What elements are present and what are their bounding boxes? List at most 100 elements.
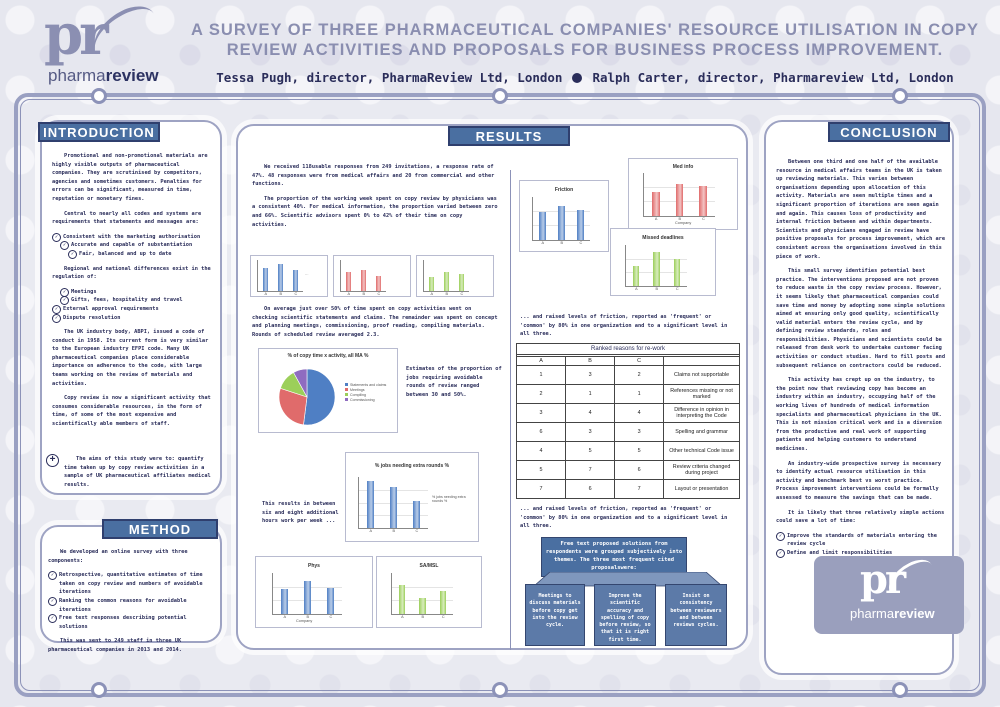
chart-bar	[366, 481, 375, 528]
introduction-heading: INTRODUCTION	[38, 122, 160, 142]
table-cell: Other technical Code issue	[663, 441, 740, 461]
legend-item: Commissioning	[345, 398, 386, 403]
friction-chart: Friction A B C	[519, 180, 609, 252]
list-item: Fair, balanced and up to date	[68, 249, 212, 259]
table-cell: Spelling and grammar	[663, 422, 740, 442]
chart-title: % of copy time x activity, all MA %	[287, 353, 369, 359]
table-cell: 4	[565, 403, 616, 423]
table-cell: 3	[515, 403, 567, 423]
title-line-2: REVIEW ACTIVITIES AND PROPOSALS FOR BUSI…	[226, 41, 944, 59]
legend-swatch	[345, 398, 348, 401]
author-2: Ralph Carter, director, Pharmareview Ltd…	[592, 70, 954, 85]
table-title: Ranked reasons for re-work	[517, 344, 739, 355]
plus-circle-icon: +	[46, 454, 59, 467]
ring-icon	[492, 88, 508, 104]
chart-bar	[699, 186, 707, 216]
chart-bar	[558, 205, 565, 240]
list-item: External approval requirements	[52, 304, 212, 314]
x-tick-label: A	[430, 292, 434, 296]
chart-title: SA/MSL	[419, 563, 439, 569]
conclusion-body: Between one third and one half of the av…	[776, 158, 946, 564]
pharmareview-logo-footer: pr pharmareview	[814, 554, 964, 634]
results-text-block: Estimates of the proportion of jobs requ…	[406, 366, 502, 398]
table-cell: 7	[515, 479, 567, 499]
plot-area: A B C	[391, 573, 453, 619]
chart-bar	[346, 272, 351, 291]
conclusion-heading: CONCLUSION	[828, 122, 950, 142]
table-body: 1 3 2 Claims not supportable 2 1 1 References m…	[515, 365, 740, 499]
chart-bar	[459, 274, 464, 291]
intro-paragraph: Central to nearly all codes and systems …	[52, 210, 202, 226]
x-tick-label: A	[401, 615, 404, 619]
table-row: 4 5 5 Other technical Code issue	[515, 441, 740, 461]
legend-label: Statements and claims	[350, 383, 387, 387]
logo-name: pharmareview	[850, 606, 935, 621]
table-header-cell	[663, 356, 740, 366]
table-cell: Claims not supportable	[663, 365, 740, 385]
table-cell: 6	[565, 479, 616, 499]
table-row: 3 4 4 Difference in opinion in interpreting…	[515, 403, 740, 423]
legend-swatch	[345, 383, 348, 386]
table-cell: 5	[515, 460, 567, 480]
list-item: Ranking the common reasons for avoidable…	[48, 596, 218, 614]
x-tick-label: A	[635, 287, 638, 291]
x-axis-label: Company	[675, 221, 692, 225]
chart-bar	[398, 585, 406, 614]
intro-paragraph: Copy review is now a significant activit…	[52, 395, 211, 428]
mini-bar-chart-3: A B C	[416, 255, 494, 297]
solution-box-2: Improve the scientific accuracy and spel…	[594, 584, 656, 646]
table-cell: 1	[565, 384, 616, 404]
chart-bar	[419, 597, 426, 614]
x-tick-label: A	[369, 529, 373, 533]
x-axis-label: Company	[296, 619, 313, 623]
logo-name: pharmareview	[48, 66, 159, 85]
regulation-list: Meetings Gifts, fees, hospitality and tr…	[52, 287, 212, 323]
chart-bar	[303, 581, 312, 614]
author-1: Tessa Pugh, director, PharmaReview Ltd, …	[216, 70, 563, 85]
legend-swatch	[345, 388, 348, 391]
table-header-cell: A	[515, 356, 567, 366]
legend-swatch	[345, 393, 348, 396]
title-line-1: A SURVEY OF THREE PHARMACEUTICAL COMPANI…	[191, 21, 979, 39]
list-item: Meetings	[60, 287, 212, 297]
legend-label: Commissioning	[350, 398, 375, 402]
plot-area: A B C	[358, 477, 428, 533]
plot-area: A B C	[272, 573, 342, 619]
x-tick-label: C	[377, 292, 381, 296]
chart-bar	[326, 587, 335, 614]
x-tick-label: B	[421, 615, 425, 619]
list-item: Free text responses describing potential…	[48, 614, 218, 631]
table-cell: 7	[565, 460, 616, 480]
legend-item: Meetings	[345, 388, 386, 393]
legend-item: Compiling	[345, 393, 386, 398]
plot-area: A B C	[532, 197, 590, 245]
phys-chart: Phys A B C Company	[255, 556, 373, 628]
table-cell: 7	[614, 479, 665, 499]
ring-icon	[892, 88, 908, 104]
list-item: Retrospective, quantitative estimates of…	[48, 571, 218, 597]
results-text-block: On average just over 50% of time spent o…	[252, 306, 498, 338]
chart-bar	[293, 270, 298, 291]
x-tick-label: A	[347, 292, 351, 296]
method-heading: METHOD	[102, 519, 218, 539]
chart-legend: Statements and claims Meetings Compiling Co…	[345, 383, 386, 403]
flow-connector-svg	[532, 572, 724, 587]
table-row: 2 1 1 References missing or not marked	[515, 384, 740, 404]
x-tick-label: B	[560, 241, 564, 245]
x-tick-label: C	[579, 241, 583, 245]
extra-rounds-chart: % jobs needing extra rounds % A B C % jobs…	[345, 452, 479, 542]
x-tick-label: C	[460, 292, 464, 296]
poster-title: A SURVEY OF THREE PHARMACEUTICAL COMPANI…	[190, 20, 980, 60]
table-row: 7 6 7 Layout or presentation	[515, 479, 740, 499]
table-cell: 3	[614, 422, 665, 442]
chart-bar	[412, 500, 421, 528]
results-text-block: ... and raised levels of friction, repor…	[520, 506, 728, 530]
list-item: Gifts, fees, hospitality and travel	[60, 296, 212, 305]
logo-mark: pr	[860, 556, 906, 603]
legend-label: Compiling	[350, 393, 366, 397]
table-cell: 1	[515, 365, 567, 385]
table-cell: 6	[614, 460, 665, 480]
x-tick-label: C	[675, 287, 679, 291]
